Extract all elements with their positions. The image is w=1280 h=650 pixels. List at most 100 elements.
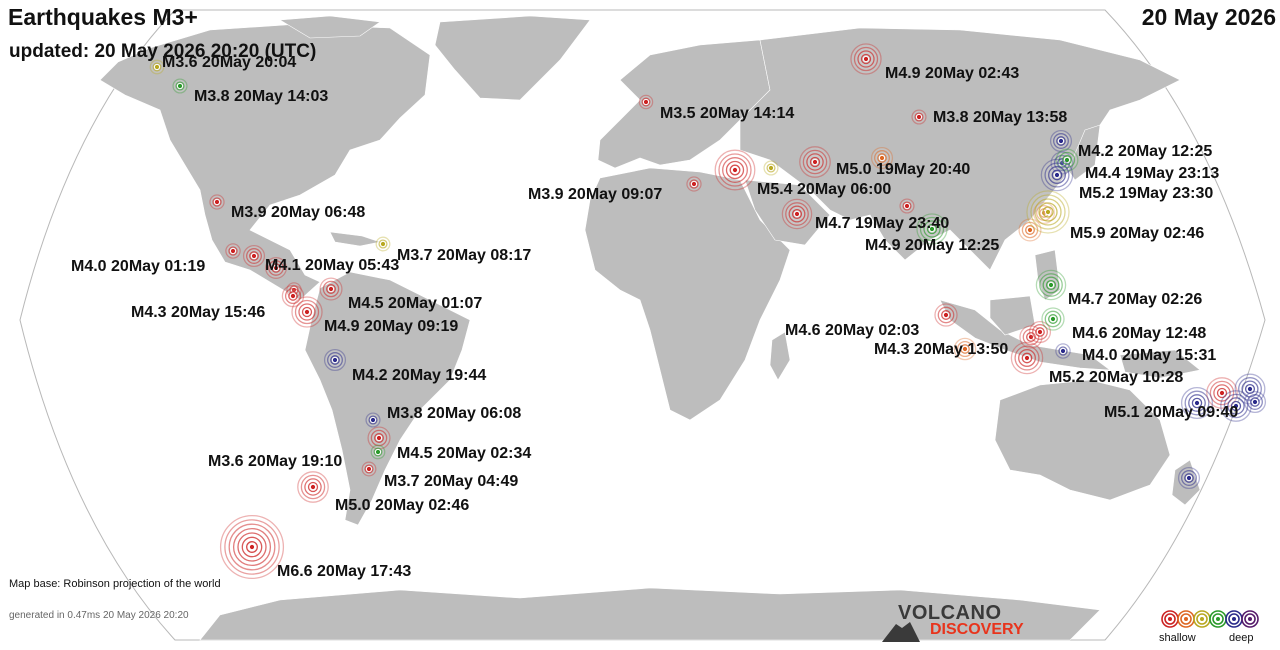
quake-marker[interactable] xyxy=(297,471,329,503)
quake-label: M4.2 20May 12:25 xyxy=(1078,143,1212,160)
quake-marker[interactable] xyxy=(1177,466,1201,490)
generated-note: generated in 0.47ms 20 May 2026 20:20 xyxy=(9,610,189,621)
quake-marker[interactable] xyxy=(225,243,241,259)
quake-marker[interactable] xyxy=(323,348,347,372)
legend-ring xyxy=(1184,617,1188,621)
quake-marker[interactable] xyxy=(1220,390,1252,422)
quake-marker[interactable] xyxy=(1243,390,1267,414)
quake-epicenter xyxy=(767,164,775,172)
quake-marker[interactable] xyxy=(265,257,287,279)
quake-marker[interactable] xyxy=(319,277,343,301)
quake-marker[interactable] xyxy=(1019,325,1043,349)
quake-epicenter xyxy=(272,264,280,272)
quake-marker[interactable] xyxy=(361,461,377,477)
legend-ring xyxy=(1232,617,1236,621)
quake-marker[interactable] xyxy=(242,244,266,268)
land-madagascar xyxy=(769,331,791,381)
quake-epicenter xyxy=(1218,389,1226,397)
quake-marker[interactable] xyxy=(911,109,927,125)
quake-marker[interactable] xyxy=(1035,269,1067,301)
quake-epicenter xyxy=(1047,281,1055,289)
quake-label: M3.7 20May 04:49 xyxy=(384,473,518,490)
quake-marker[interactable] xyxy=(370,444,386,460)
quake-marker[interactable] xyxy=(1028,320,1052,344)
quake-epicenter xyxy=(1023,354,1031,362)
land-masses xyxy=(99,15,1201,641)
quake-marker[interactable] xyxy=(1055,148,1079,172)
quake-epicenter xyxy=(374,448,382,456)
quake-epicenter xyxy=(327,285,335,293)
quake-marker[interactable] xyxy=(1026,190,1070,234)
quake-marker[interactable] xyxy=(934,303,958,327)
quake-epicenter xyxy=(642,98,650,106)
legend-deep-label: deep xyxy=(1229,632,1254,644)
depth-legend xyxy=(1161,610,1259,628)
quake-marker[interactable] xyxy=(686,176,702,192)
quake-marker[interactable] xyxy=(1049,129,1073,153)
land-indonesia xyxy=(939,299,1111,371)
land-north-america xyxy=(99,23,431,301)
quake-epicenter xyxy=(1049,315,1057,323)
quake-marker[interactable] xyxy=(799,146,831,178)
quake-epicenter xyxy=(793,210,801,218)
volcano-discovery-logo[interactable]: VOLCANO DISCOVERY xyxy=(880,602,1040,642)
quake-marker[interactable] xyxy=(1040,158,1074,192)
quake-epicenter xyxy=(1026,226,1034,234)
quake-marker[interactable] xyxy=(953,337,977,361)
quake-epicenter xyxy=(903,202,911,210)
legend-ring xyxy=(1248,617,1252,621)
quake-marker[interactable] xyxy=(714,149,756,191)
quake-epicenter xyxy=(331,356,339,364)
quake-marker[interactable] xyxy=(1041,307,1065,331)
quake-marker[interactable] xyxy=(281,284,305,308)
quake-marker[interactable] xyxy=(172,78,188,94)
quake-epicenter xyxy=(229,247,237,255)
quake-marker[interactable] xyxy=(375,236,391,252)
quake-marker[interactable] xyxy=(1055,343,1071,359)
legend-ring xyxy=(1180,613,1192,625)
legend-ring xyxy=(1164,613,1176,625)
quake-label: M5.0 19May 20:40 xyxy=(836,161,970,178)
volcano-icon xyxy=(882,622,920,642)
quake-marker[interactable] xyxy=(149,59,165,75)
quake-label: M3.8 20May 06:08 xyxy=(387,405,521,422)
quake-label: M4.0 20May 01:19 xyxy=(71,258,205,275)
legend-ring xyxy=(1216,617,1220,621)
quake-label: M4.6 20May 02:03 xyxy=(785,322,919,339)
quake-epicenter xyxy=(369,416,377,424)
quake-epicenter xyxy=(250,252,258,260)
quake-marker[interactable] xyxy=(763,160,779,176)
quake-marker[interactable] xyxy=(638,94,654,110)
quake-label: M4.9 20May 09:19 xyxy=(324,318,458,335)
quake-marker[interactable] xyxy=(367,426,391,450)
map-title: Earthquakes M3+ xyxy=(8,4,198,30)
quake-marker[interactable] xyxy=(781,198,813,230)
quake-marker[interactable] xyxy=(291,296,323,328)
quake-marker[interactable] xyxy=(1018,218,1042,242)
land-japan xyxy=(1067,124,1101,181)
land-antarctica xyxy=(199,587,1101,641)
quake-marker[interactable] xyxy=(850,43,882,75)
quake-epicenter xyxy=(928,225,936,233)
updated-timestamp: updated: 20 May 2026 20:20 (UTC) xyxy=(9,41,317,62)
quake-epicenter xyxy=(878,154,886,162)
quake-marker[interactable] xyxy=(870,146,894,170)
quake-epicenter xyxy=(1053,171,1061,179)
quake-epicenter xyxy=(1232,402,1240,410)
quake-epicenter xyxy=(1246,385,1254,393)
quake-epicenter xyxy=(1193,399,1201,407)
quake-label: M6.6 20May 17:43 xyxy=(277,563,411,580)
quake-marker[interactable] xyxy=(219,514,285,580)
quake-epicenter xyxy=(942,311,950,319)
legend-ring xyxy=(1244,613,1256,625)
quake-epicenter xyxy=(1044,208,1052,216)
quake-epicenter xyxy=(811,158,819,166)
quake-marker[interactable] xyxy=(1180,386,1214,420)
quake-epicenter xyxy=(862,55,870,63)
quake-marker[interactable] xyxy=(916,213,948,245)
quake-marker[interactable] xyxy=(209,194,225,210)
quake-marker[interactable] xyxy=(1010,341,1044,375)
quake-marker[interactable] xyxy=(365,412,381,428)
quake-epicenter xyxy=(1027,333,1035,341)
quake-marker[interactable] xyxy=(899,198,915,214)
